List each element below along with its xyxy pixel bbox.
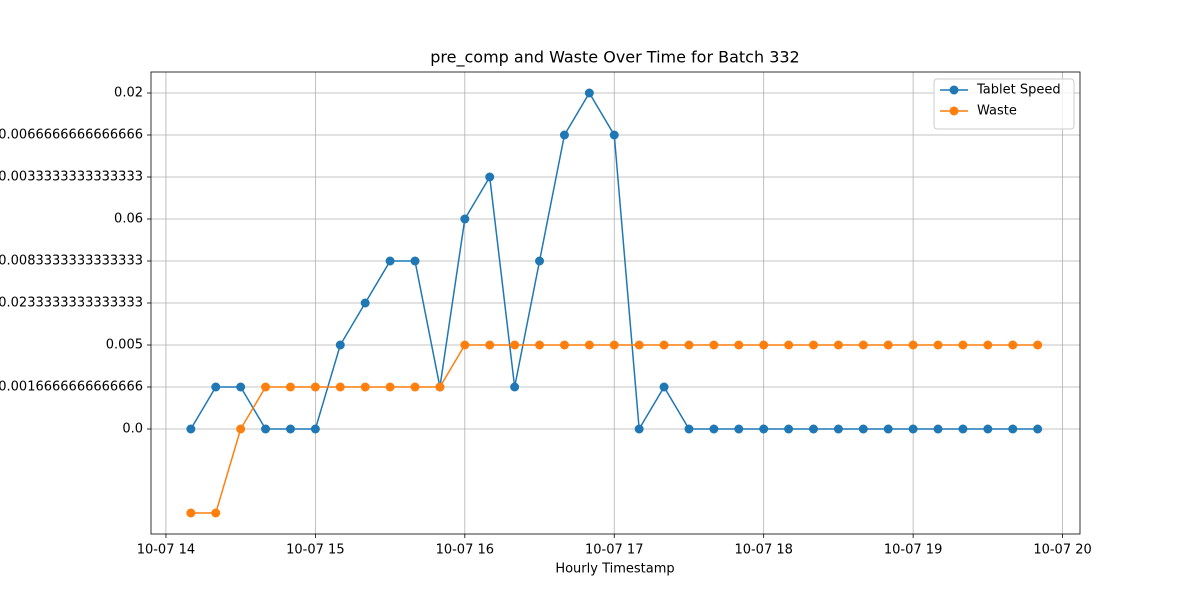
data-point — [410, 382, 420, 392]
data-point — [1033, 340, 1043, 350]
data-point — [983, 340, 993, 350]
data-point — [659, 340, 669, 350]
x-tick-label: 10-07 14 — [137, 543, 195, 558]
data-point — [211, 382, 221, 392]
data-point — [883, 424, 893, 434]
data-point — [236, 382, 246, 392]
data-point — [883, 340, 893, 350]
data-point — [908, 340, 918, 350]
data-point — [933, 424, 943, 434]
x-tick-label: 10-07 15 — [286, 543, 344, 558]
x-tick-label: 10-07 17 — [585, 543, 643, 558]
legend-label: Waste — [977, 104, 1017, 119]
data-point — [958, 424, 968, 434]
chart-title: pre_comp and Waste Over Time for Batch 3… — [430, 48, 799, 68]
data-point — [709, 340, 719, 350]
x-tick-label: 10-07 16 — [436, 543, 494, 558]
data-point — [858, 340, 868, 350]
data-point — [684, 424, 694, 434]
data-point — [1008, 424, 1018, 434]
data-point — [261, 382, 271, 392]
y-tick-label: 0.0016666666666666 — [0, 380, 143, 395]
data-point — [609, 340, 619, 350]
data-point — [261, 424, 271, 434]
legend-label: Tablet Speed — [976, 83, 1061, 98]
data-point — [1008, 340, 1018, 350]
data-point — [584, 340, 594, 350]
data-point — [335, 340, 345, 350]
data-point — [958, 340, 968, 350]
data-point — [858, 424, 868, 434]
data-point — [784, 424, 794, 434]
data-point — [634, 340, 644, 350]
y-tick-label: 0.0 — [122, 422, 143, 437]
x-axis-label: Hourly Timestamp — [555, 562, 674, 577]
data-point — [410, 256, 420, 266]
data-point — [833, 340, 843, 350]
data-point — [236, 424, 246, 434]
data-point — [335, 382, 345, 392]
data-point — [659, 382, 669, 392]
data-point — [211, 508, 221, 518]
data-point — [285, 424, 295, 434]
data-point — [809, 340, 819, 350]
y-tick-label: 0.06 — [114, 212, 143, 227]
y-tick-label: 0.0033333333333333 — [0, 170, 143, 185]
legend-marker — [949, 106, 959, 116]
data-point — [933, 340, 943, 350]
data-point — [759, 340, 769, 350]
data-point — [559, 130, 569, 140]
data-point — [460, 340, 470, 350]
data-point — [285, 382, 295, 392]
data-point — [186, 424, 196, 434]
data-point — [385, 382, 395, 392]
y-tick-label: 0.02 — [114, 86, 143, 101]
data-point — [609, 130, 619, 140]
plot-frame — [150, 71, 1081, 535]
data-point — [385, 256, 395, 266]
legend: Tablet Speed Waste — [933, 78, 1075, 130]
data-point — [310, 424, 320, 434]
data-point — [1033, 424, 1043, 434]
data-point — [510, 340, 520, 350]
data-point — [784, 340, 794, 350]
data-point — [759, 424, 769, 434]
data-point — [460, 214, 470, 224]
data-point — [485, 340, 495, 350]
data-point — [535, 256, 545, 266]
data-point — [684, 340, 694, 350]
data-point — [310, 382, 320, 392]
data-point — [908, 424, 918, 434]
data-point — [833, 424, 843, 434]
y-tick-label: 0.0233333333333333 — [0, 296, 143, 311]
y-tick-label: 0.005 — [106, 338, 143, 353]
data-point — [634, 424, 644, 434]
data-point — [360, 298, 370, 308]
data-point — [485, 172, 495, 182]
data-point — [435, 382, 445, 392]
x-tick-label: 10-07 18 — [734, 543, 792, 558]
data-point — [510, 382, 520, 392]
legend-box — [933, 78, 1075, 130]
data-point — [186, 508, 196, 518]
data-point — [559, 340, 569, 350]
data-point — [360, 382, 370, 392]
x-tick-label: 10-07 20 — [1033, 543, 1091, 558]
data-point — [535, 340, 545, 350]
y-tick-label: 0.0066666666666666 — [0, 128, 143, 143]
y-tick-label: 0.0083333333333333 — [0, 254, 143, 269]
x-tick-label: 10-07 19 — [884, 543, 942, 558]
data-point — [734, 424, 744, 434]
legend-marker — [949, 85, 959, 95]
data-point — [983, 424, 993, 434]
data-point — [734, 340, 744, 350]
data-point — [809, 424, 819, 434]
data-point — [584, 88, 594, 98]
data-point — [709, 424, 719, 434]
